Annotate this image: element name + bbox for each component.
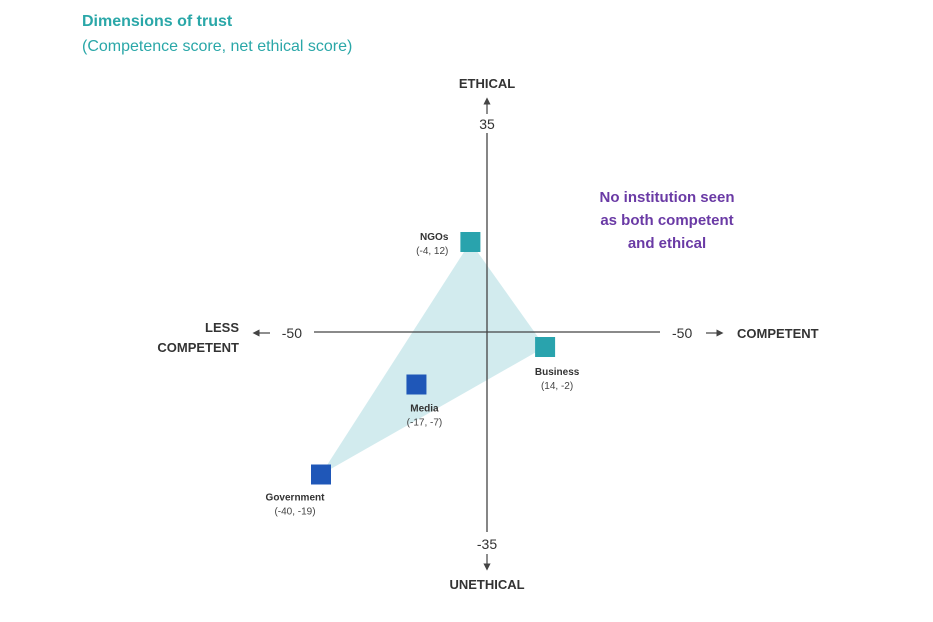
x-negative-label-line2: COMPETENT — [157, 340, 239, 355]
ngos-label: NGOs — [420, 232, 449, 243]
business-marker — [535, 337, 556, 357]
annotation-line-1: No institution seen — [600, 189, 735, 206]
government-coord-label: (-40, -19) — [274, 507, 315, 518]
x-positive-label: COMPETENT — [737, 326, 819, 341]
x-negative-label-line1: LESS — [205, 320, 239, 335]
chart-subtitle: (Competence score, net ethical score) — [82, 38, 353, 55]
y-positive-label: ETHICAL — [459, 76, 515, 91]
y-min-tick: -35 — [477, 536, 497, 552]
y-negative-label: UNETHICAL — [449, 577, 524, 592]
y-max-tick: 35 — [479, 116, 495, 132]
annotation-line-2: as both competent — [600, 212, 733, 229]
media-coord-label: (-17, -7) — [407, 418, 443, 429]
business-label: Business — [535, 367, 580, 378]
government-marker — [311, 464, 331, 485]
ngos-coord-label: (-4, 12) — [416, 246, 448, 257]
chart-title: Dimensions of trust — [82, 13, 233, 30]
business-coord-label: (14, -2) — [541, 381, 573, 392]
media-marker — [406, 374, 427, 395]
annotation-line-3: and ethical — [628, 235, 706, 252]
institution-triangle — [321, 242, 546, 475]
government-label: Government — [266, 493, 326, 504]
ngos-marker — [460, 232, 481, 252]
x-max-tick: -50 — [672, 325, 692, 341]
media-label: Media — [410, 404, 439, 415]
x-min-tick: -50 — [282, 325, 302, 341]
